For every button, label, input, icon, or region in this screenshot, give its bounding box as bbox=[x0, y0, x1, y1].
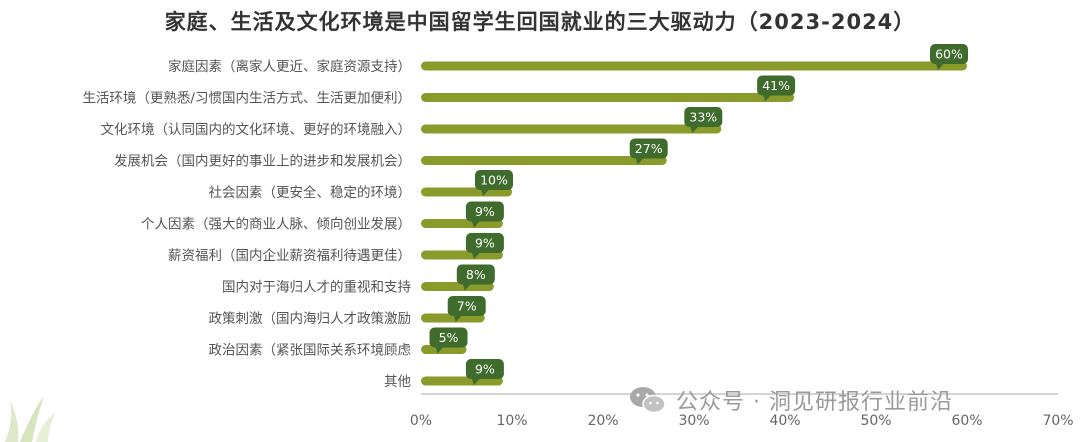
x-tick-label: 30% bbox=[678, 413, 709, 429]
x-tick-label: 10% bbox=[496, 413, 527, 429]
x-tick-label: 0% bbox=[410, 413, 432, 429]
data-label: 9% bbox=[475, 204, 495, 219]
data-label-pointer bbox=[435, 347, 444, 354]
data-label-pointer bbox=[690, 126, 699, 133]
data-label: 5% bbox=[439, 330, 459, 345]
data-label: 9% bbox=[475, 362, 495, 377]
bar bbox=[421, 61, 967, 71]
wechat-icon bbox=[630, 387, 666, 414]
data-label-pointer bbox=[471, 252, 480, 259]
category-label: 薪资福利（国内企业薪资福利待遇更佳） bbox=[168, 247, 411, 264]
category-label: 政策刺激（国内海归人才政策激励 bbox=[209, 310, 412, 327]
bar bbox=[421, 93, 795, 102]
bar bbox=[421, 124, 722, 134]
data-label-badge bbox=[447, 296, 486, 316]
data-label-badge bbox=[465, 201, 504, 222]
data-label-pointer bbox=[462, 284, 471, 291]
data-label: 9% bbox=[475, 236, 495, 251]
data-label-badge bbox=[465, 359, 504, 379]
data-label-pointer bbox=[481, 189, 489, 196]
data-label: 7% bbox=[457, 299, 477, 314]
category-label: 社会因素（更安全、稳定的环境） bbox=[209, 184, 412, 201]
x-tick-label: 50% bbox=[860, 413, 891, 429]
data-label-badge bbox=[465, 233, 504, 253]
leaf-decoration bbox=[5, 396, 56, 442]
bar bbox=[421, 156, 667, 165]
data-label-badge bbox=[684, 107, 723, 127]
category-label: 文化环境（认同国内的文化环境、更好的环境融入） bbox=[101, 122, 412, 138]
watermark: 公众号 · 洞见研报行业前沿 bbox=[628, 384, 953, 416]
data-label: 41% bbox=[762, 78, 790, 93]
category-label: 生活环境（更熟悉/习惯国内生活方式、生活更加便利） bbox=[82, 90, 411, 107]
category-label: 个人因素（强大的商业人脉、倾向创业发展） bbox=[141, 217, 411, 233]
data-label-badge bbox=[757, 75, 796, 96]
x-tick-label: 20% bbox=[587, 413, 618, 429]
data-label: 33% bbox=[689, 110, 717, 125]
category-label: 发展机会（国内更好的事业上的进步和发展机会） bbox=[114, 154, 411, 170]
data-label-pointer bbox=[471, 378, 480, 385]
data-label-badge bbox=[456, 264, 495, 285]
data-label-badge bbox=[475, 170, 513, 190]
data-label: 8% bbox=[466, 267, 486, 282]
category-label: 国内对于海归人才的重视和支持 bbox=[222, 279, 411, 296]
data-label-pointer bbox=[936, 63, 944, 70]
data-label: 27% bbox=[635, 141, 663, 156]
x-tick-label: 60% bbox=[951, 413, 982, 429]
category-label: 其他 bbox=[384, 374, 411, 390]
chart-title: 家庭、生活及文化环境是中国留学生回国就业的三大驱动力（2023-2024） bbox=[164, 10, 916, 34]
data-label-pointer bbox=[453, 315, 462, 322]
data-label-pointer bbox=[471, 221, 480, 228]
category-label: 家庭因素（离家人更近、家庭资源支持） bbox=[168, 58, 411, 75]
watermark-text: 公众号 · 洞见研报行业前沿 bbox=[676, 390, 953, 415]
data-label-badge bbox=[629, 138, 668, 159]
data-label-badge bbox=[429, 327, 468, 348]
x-tick-label: 70% bbox=[1042, 413, 1073, 429]
data-label-badge bbox=[930, 44, 968, 64]
x-tick-label: 40% bbox=[769, 413, 800, 429]
data-label-pointer bbox=[635, 158, 644, 165]
data-label: 60% bbox=[935, 47, 963, 62]
data-label-pointer bbox=[763, 95, 772, 102]
data-label: 10% bbox=[480, 173, 508, 188]
category-label: 政治因素（紧张国际关系环境顾虑 bbox=[209, 343, 412, 359]
